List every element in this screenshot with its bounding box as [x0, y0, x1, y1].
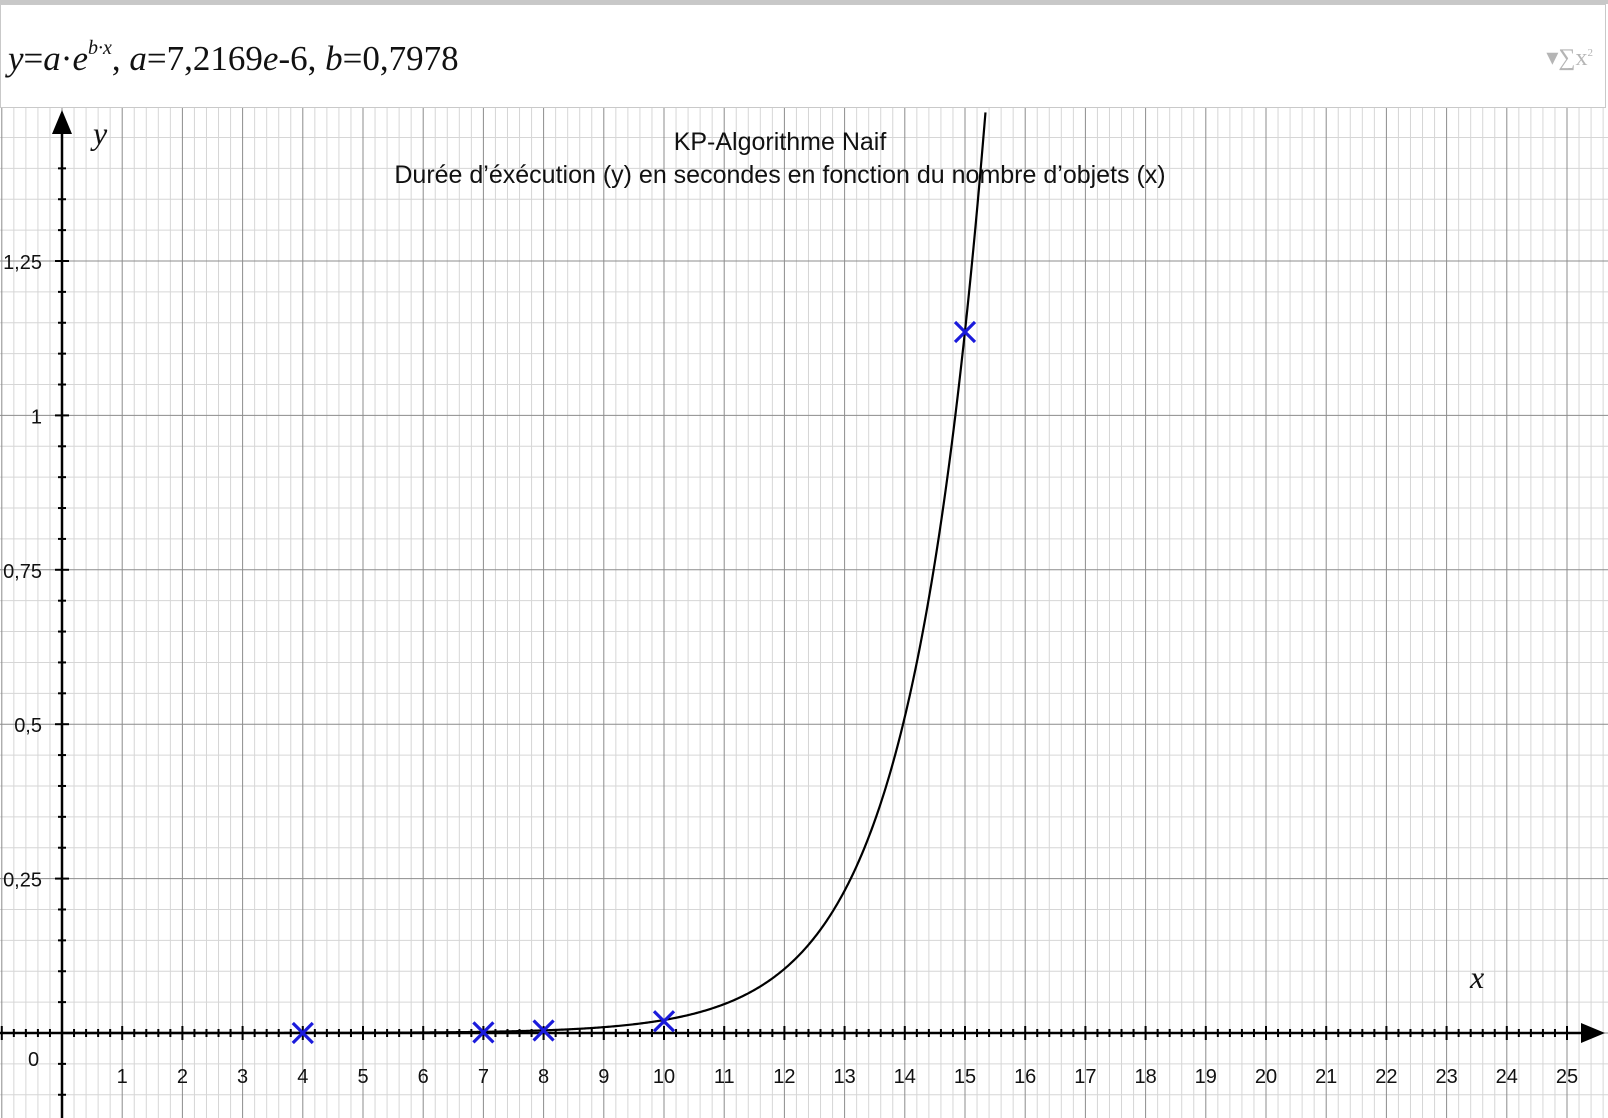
- x-tick-label: 1: [117, 1066, 128, 1088]
- origin-label: 0: [28, 1049, 39, 1071]
- x-tick-label: 3: [237, 1066, 248, 1088]
- chart[interactable]: 1 2 3 4 5 6 7 8 9 10 11 12 13 14 15 16 17 18 19 20 21 22 23 24 2…: [0, 108, 1608, 1118]
- data-point: [291, 1021, 314, 1045]
- x-tick-label: 17: [1074, 1066, 1096, 1088]
- x-tick-label: 2: [177, 1066, 188, 1088]
- x-tick-label: 18: [1134, 1066, 1156, 1088]
- x-tick-label: 19: [1195, 1066, 1217, 1088]
- x-tick-label: 24: [1496, 1066, 1518, 1088]
- x-tick-label: 9: [598, 1066, 609, 1088]
- x-tick-label: 13: [833, 1066, 855, 1088]
- data-point: [953, 320, 977, 344]
- formula-bar[interactable]: y=a·eb·x, a=7,2169e-6, b=0,7978 ▾∑x2: [0, 4, 1606, 108]
- x-axis-arrow: [1581, 1023, 1605, 1043]
- x-tick-label: 5: [357, 1066, 368, 1088]
- grid-minor: [0, 108, 1608, 1118]
- x-tick-label: 8: [538, 1066, 549, 1088]
- chart-subtitle: Durée d’éxécution (y) en secondes en fon…: [394, 161, 1165, 189]
- x-tick-label: 4: [297, 1066, 308, 1088]
- x-tick-label: 25: [1556, 1066, 1578, 1088]
- x-tick-label: 15: [954, 1066, 976, 1088]
- sum-x-squared-icon[interactable]: ▾∑x2: [1546, 45, 1593, 71]
- data-points: [291, 320, 977, 1045]
- x-tick-label: 22: [1375, 1066, 1397, 1088]
- y-tick-label: 1,25: [3, 252, 42, 274]
- data-point-stroke: [532, 1019, 555, 1042]
- x-tick-label: 23: [1435, 1066, 1457, 1088]
- x-tick-label: 12: [773, 1066, 795, 1088]
- data-point-stroke: [953, 320, 977, 344]
- data-point-stroke: [291, 1021, 314, 1045]
- x-tick-label: 20: [1255, 1066, 1277, 1088]
- chart-title: KP-Algorithme Naif: [674, 128, 887, 156]
- window-top-edge: [0, 0, 1608, 4]
- x-tick-label: 14: [894, 1066, 916, 1088]
- x-tick-label: 6: [418, 1066, 429, 1088]
- y-axis-label: y: [90, 115, 108, 151]
- y-tick-label: 0,75: [3, 561, 42, 583]
- x-tick-label: 10: [653, 1066, 675, 1088]
- regression-formula: y=a·eb·x, a=7,2169e-6, b=0,7978: [8, 37, 459, 78]
- grid-major: [0, 108, 1608, 1118]
- y-tick-label: 1: [31, 406, 42, 428]
- x-tick-label: 16: [1014, 1066, 1036, 1088]
- data-point-stroke: [472, 1021, 495, 1044]
- x-tick-label: 21: [1315, 1066, 1337, 1088]
- fit-curve-layer: [62, 112, 987, 1035]
- y-axis-arrow: [52, 110, 72, 134]
- fit-curve: [62, 112, 987, 1035]
- data-point: [652, 1010, 676, 1033]
- tick-labels: 1 2 3 4 5 6 7 8 9 10 11 12 13 14 15 16 17 18 19 20 21 22 23 24 2…: [3, 252, 1578, 1088]
- data-point: [532, 1019, 555, 1042]
- x-tick-label: 11: [714, 1066, 735, 1088]
- x-axis-label: x: [1469, 959, 1484, 995]
- data-point-stroke: [652, 1010, 676, 1033]
- x-tick-label: 7: [478, 1066, 489, 1088]
- data-point: [472, 1021, 495, 1044]
- y-tick-label: 0,5: [14, 715, 42, 737]
- y-tick-label: 0,25: [3, 870, 42, 892]
